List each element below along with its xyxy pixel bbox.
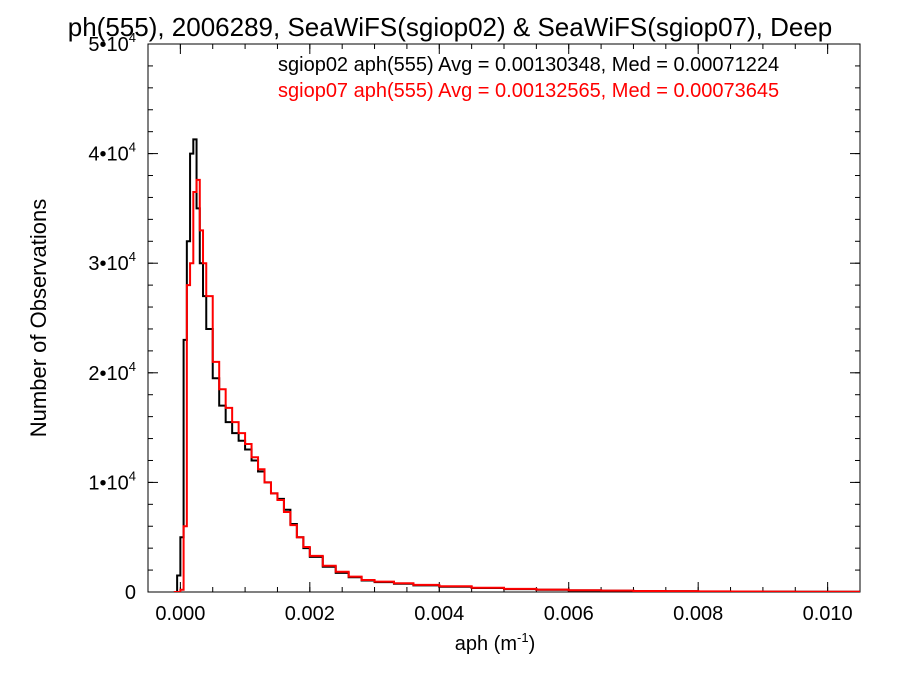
series-layer [173,138,860,592]
x-tick-label-0: 0.000 [155,603,205,625]
y-axis: 0 1•104 2•104 3•104 4•104 5•104 [88,30,860,604]
x-axis-label: aph (m-1) [455,630,535,655]
legend-entry-sgiop02: sgiop02 aph(555) Avg = 0.00130348, Med =… [278,54,779,76]
y-tick-label-1: 1•104 [88,468,136,494]
legend: sgiop02 aph(555) Avg = 0.00130348, Med =… [278,54,779,102]
x-tick-label-4: 0.008 [673,603,723,625]
y-tick-label-0: 0 [125,582,136,604]
y-tick-label-4: 4•104 [88,140,136,166]
chart-title: ph(555), 2006289, SeaWiFS(sgiop02) & Sea… [68,12,833,42]
y-tick-label-2: 2•104 [88,359,136,385]
legend-entry-sgiop07: sgiop07 aph(555) Avg = 0.00132565, Med =… [278,80,779,102]
x-tick-label-1: 0.002 [285,603,335,625]
x-axis: 0.000 0.002 0.004 0.006 0.008 0.010 [147,44,861,625]
y-tick-label-3: 3•104 [88,249,136,275]
series-line-1 [173,178,860,592]
y-axis-label: Number of Observations [26,199,51,437]
x-tick-label-2: 0.004 [414,603,464,625]
x-tick-label-3: 0.006 [544,603,594,625]
x-axis-label-suffix: ) [529,633,536,655]
x-tick-label-5: 0.010 [803,603,853,625]
series-line-0 [173,138,860,592]
x-axis-label-text: aph (m [455,633,517,655]
plot-frame [147,43,861,593]
x-axis-label-sup: -1 [517,630,529,645]
y-tick-label-5: 5•104 [88,30,136,56]
